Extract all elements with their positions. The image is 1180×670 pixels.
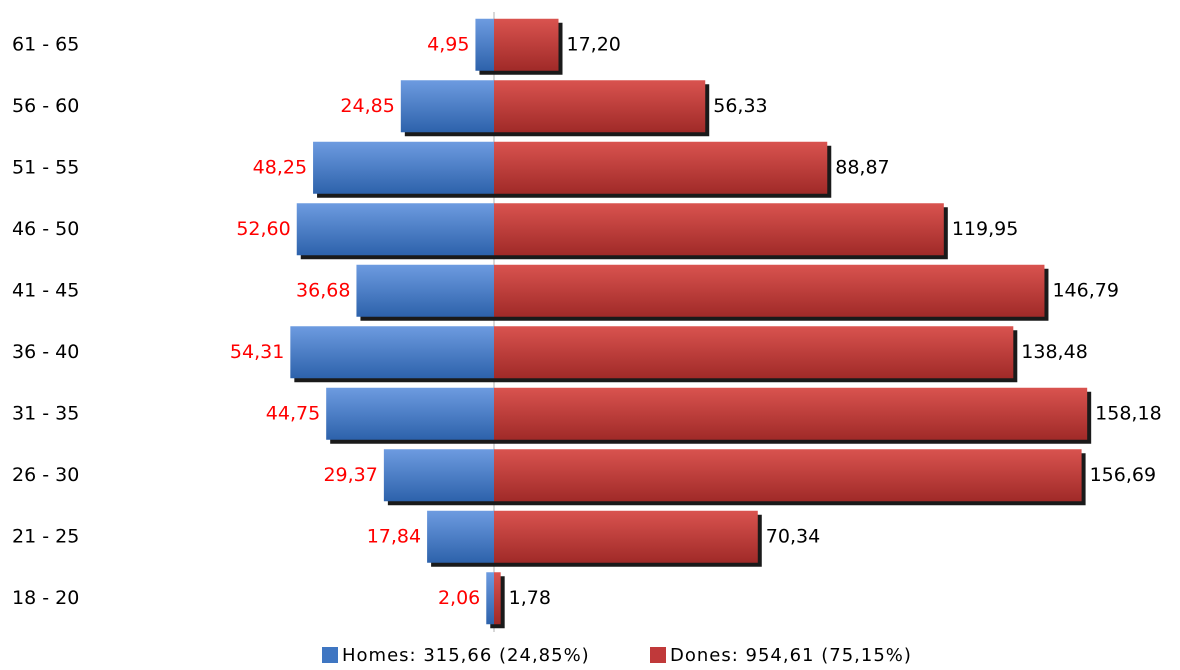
bar [494,326,1014,379]
value-label: 52,60 [236,218,290,240]
value-label: 56,33 [713,95,767,117]
legend-label: Homes: 315,66 (24,85%) [342,645,590,666]
bar [383,449,494,502]
y-tick-label: 46 - 50 [12,218,79,240]
value-label: 4,95 [427,33,469,55]
y-tick-label: 56 - 60 [12,95,79,117]
y-tick-label: 51 - 55 [12,156,79,178]
bar [494,18,559,71]
bar [494,572,501,625]
bar [494,141,828,194]
legend-swatch [322,647,338,663]
value-label: 48,25 [253,156,307,178]
y-tick-label: 26 - 30 [12,464,79,486]
value-label: 17,84 [367,525,421,547]
value-label: 119,95 [952,218,1018,240]
bar [494,449,1082,502]
y-tick-label: 31 - 35 [12,402,79,424]
y-tick-label: 18 - 20 [12,587,79,609]
y-tick-label: 21 - 25 [12,525,79,547]
bar [427,510,494,563]
value-label: 88,87 [835,156,889,178]
y-tick-label: 36 - 40 [12,341,79,363]
bar [494,264,1045,317]
bar [475,18,494,71]
bar [326,387,494,440]
value-label: 24,85 [340,95,394,117]
y-tick-label: 41 - 45 [12,279,79,301]
bar [494,80,706,133]
value-label: 146,79 [1052,279,1118,301]
bar-shadow [498,576,505,629]
value-label: 36,68 [296,279,350,301]
value-label: 29,37 [323,464,377,486]
value-label: 156,69 [1090,464,1156,486]
bar [400,80,494,133]
bar [296,203,494,256]
bar [356,264,494,317]
value-label: 17,20 [567,33,621,55]
value-label: 2,06 [438,587,480,609]
legend-swatch [650,647,666,663]
bar [290,326,494,379]
value-label: 54,31 [230,341,284,363]
value-label: 44,75 [266,402,320,424]
bar [494,203,944,256]
y-tick-label: 61 - 65 [12,33,79,55]
value-label: 158,18 [1095,402,1161,424]
bar [486,572,494,625]
legend-label: Dones: 954,61 (75,15%) [670,645,912,666]
value-label: 138,48 [1021,341,1087,363]
value-label: 70,34 [766,525,820,547]
value-label: 1,78 [509,587,551,609]
bar [494,510,758,563]
bar [494,387,1088,440]
bar [313,141,494,194]
